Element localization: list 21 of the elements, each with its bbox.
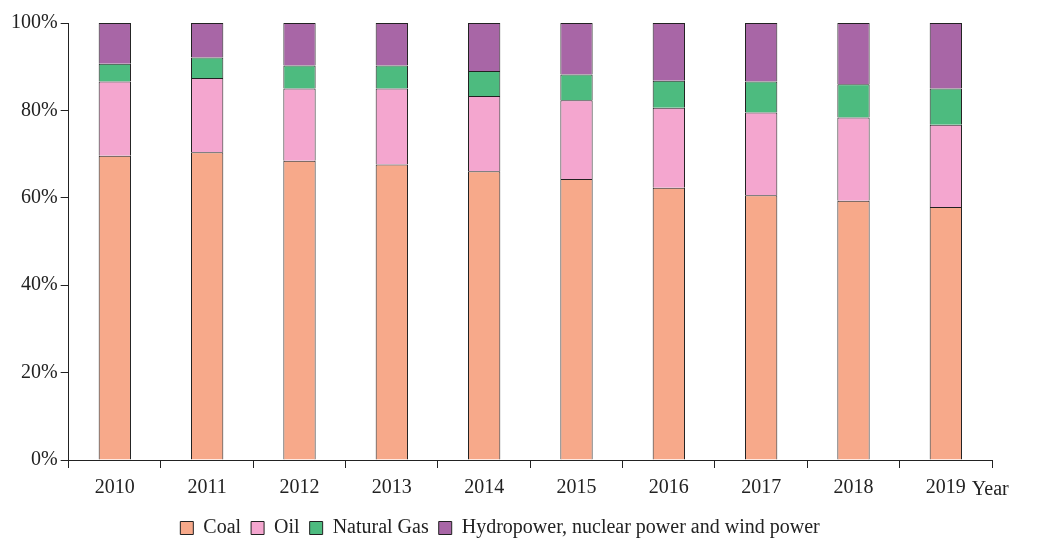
legend-label: Natural Gas (332, 515, 429, 538)
x-tick-label: 2019 (925, 475, 966, 498)
y-tick-label: 0% (30, 447, 58, 470)
x-tick-label: 2014 (464, 475, 505, 498)
y-tick-label: 60% (20, 185, 58, 208)
x-tick-label: 2018 (833, 475, 874, 498)
x-tick-label: 2017 (741, 475, 782, 498)
legend-label: Hydropower, nuclear power and wind power (461, 515, 821, 539)
y-tick-label: 80% (20, 97, 58, 120)
y-tick-label: 40% (20, 272, 58, 295)
x-tick-label: 2016 (648, 475, 689, 498)
legend-label: Oil (274, 515, 301, 538)
legend-label: Coal (203, 515, 242, 538)
y-tick-label: 100% (10, 10, 58, 33)
x-tick-label: 2010 (94, 475, 135, 498)
x-tick-label: 2011 (187, 475, 227, 498)
y-tick-label: 20% (20, 359, 58, 382)
x-tick-label: 2012 (279, 475, 320, 498)
x-tick-label: 2013 (371, 475, 412, 498)
x-tick-label: 2015 (556, 475, 597, 498)
x-axis-title: Year (971, 477, 1010, 500)
